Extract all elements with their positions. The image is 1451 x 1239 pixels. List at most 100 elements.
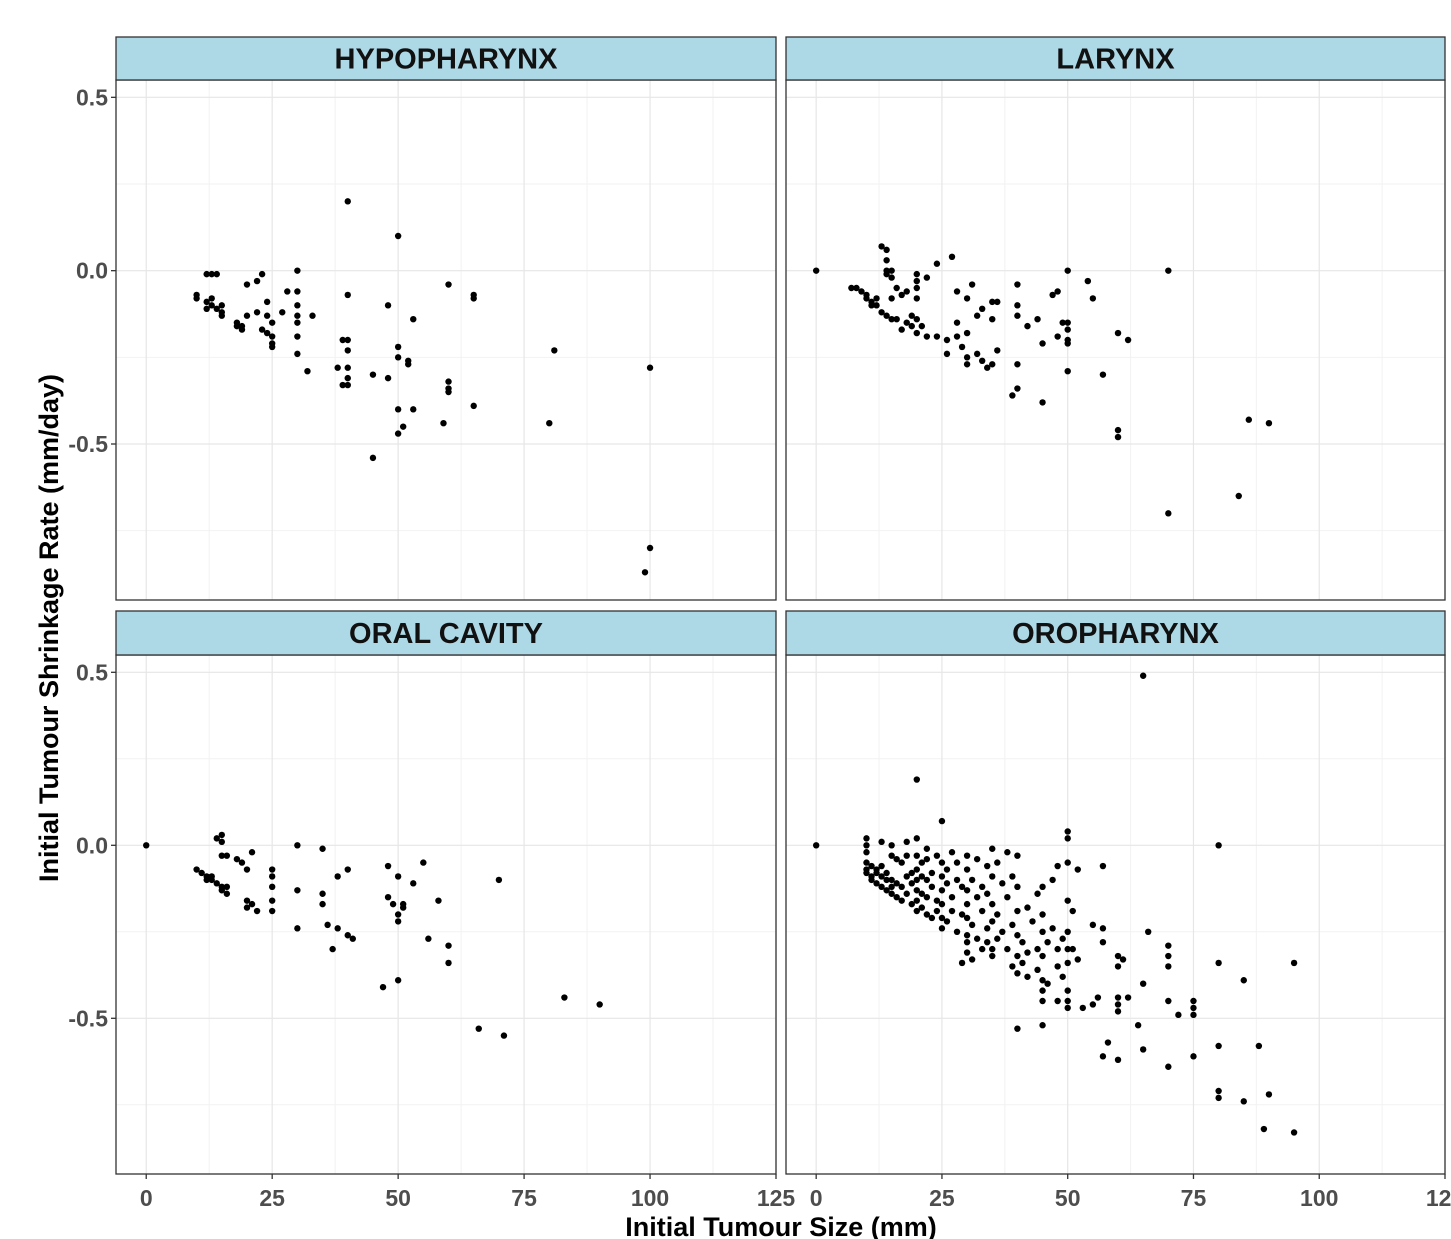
data-point [435,897,442,904]
data-point [329,945,336,953]
data-point [1014,883,1021,891]
data-point [984,890,991,897]
data-point [1114,426,1122,434]
data-point [394,232,402,240]
data-point [263,298,271,306]
data-point [1064,897,1071,904]
data-point [344,381,351,389]
data-point [1039,1022,1046,1029]
data-point [596,1001,603,1008]
data-point [958,959,966,967]
data-point [319,900,326,908]
data-point [1064,340,1071,347]
data-point [1014,312,1021,319]
data-point [1074,956,1081,963]
data-point [384,302,392,309]
data-point [1215,1087,1222,1095]
data-point [238,322,246,330]
data-point [868,876,875,884]
data-point [938,859,946,866]
data-point [1054,862,1061,870]
data-point [913,866,920,873]
data-point [213,880,220,887]
data-point [943,350,951,358]
data-point [1165,1063,1172,1070]
data-point [1034,316,1041,323]
data-point [198,869,205,877]
data-point [1099,925,1107,932]
data-point [893,880,900,887]
data-point [1039,952,1046,960]
data-point [923,911,931,918]
data-point [883,257,890,264]
data-point [1009,963,1016,970]
data-point [223,852,231,859]
data-point [445,378,452,385]
data-point [883,887,890,894]
data-point [1215,1094,1222,1102]
data-point [399,904,407,911]
data-point [953,928,961,935]
data-point [294,267,301,274]
data-point [344,364,351,371]
data-point [258,326,266,333]
data-point [218,887,226,894]
data-point [1099,371,1107,378]
data-point [1014,1025,1021,1032]
data-point [1099,862,1107,870]
data-point [958,343,966,351]
data-point [1059,319,1066,326]
data-point [898,326,905,333]
data-point [213,305,220,312]
data-point [1240,1098,1247,1105]
data-point [344,866,351,873]
data-point [1044,980,1051,987]
data-point [319,845,326,852]
data-point [344,932,351,939]
data-point [344,347,351,354]
data-point [812,267,820,274]
data-point [218,838,226,846]
data-point [410,406,417,413]
data-point [958,911,966,918]
data-point [953,859,961,866]
data-point [878,873,885,880]
data-point [1069,945,1076,953]
data-point [1064,267,1071,274]
data-point [938,873,946,880]
y-axis-title: Initial Tumour Shrinkage Rate (mm/day) [34,374,64,882]
panel-background-oropharynx [786,655,1445,1174]
data-point [1190,1004,1197,1012]
data-point [294,312,301,319]
data-point [1014,385,1021,392]
y-tick-label: 0.5 [76,84,108,110]
data-point [1039,883,1046,891]
data-point [384,862,392,870]
data-point [1064,859,1071,866]
data-point [923,876,931,884]
data-point [938,914,946,922]
data-point [1024,322,1031,330]
x-tick-label: 25 [259,1185,285,1211]
data-point [284,288,291,295]
data-point [913,907,920,915]
data-point [984,364,991,371]
data-point [1024,973,1031,980]
data-point [918,322,926,330]
data-point [1039,997,1046,1005]
data-point [989,900,996,908]
data-point [218,302,226,309]
data-point [978,945,986,953]
x-tick-label: 125 [1426,1185,1451,1211]
y-tick-label: -0.5 [68,431,108,457]
data-point [943,866,951,873]
data-point [1290,959,1298,967]
data-point [888,295,895,302]
data-point [1014,281,1021,288]
x-tick-label: 75 [1181,1185,1207,1211]
data-point [913,270,920,278]
data-point [1014,907,1021,915]
data-point [1019,938,1026,946]
data-point [893,894,900,901]
